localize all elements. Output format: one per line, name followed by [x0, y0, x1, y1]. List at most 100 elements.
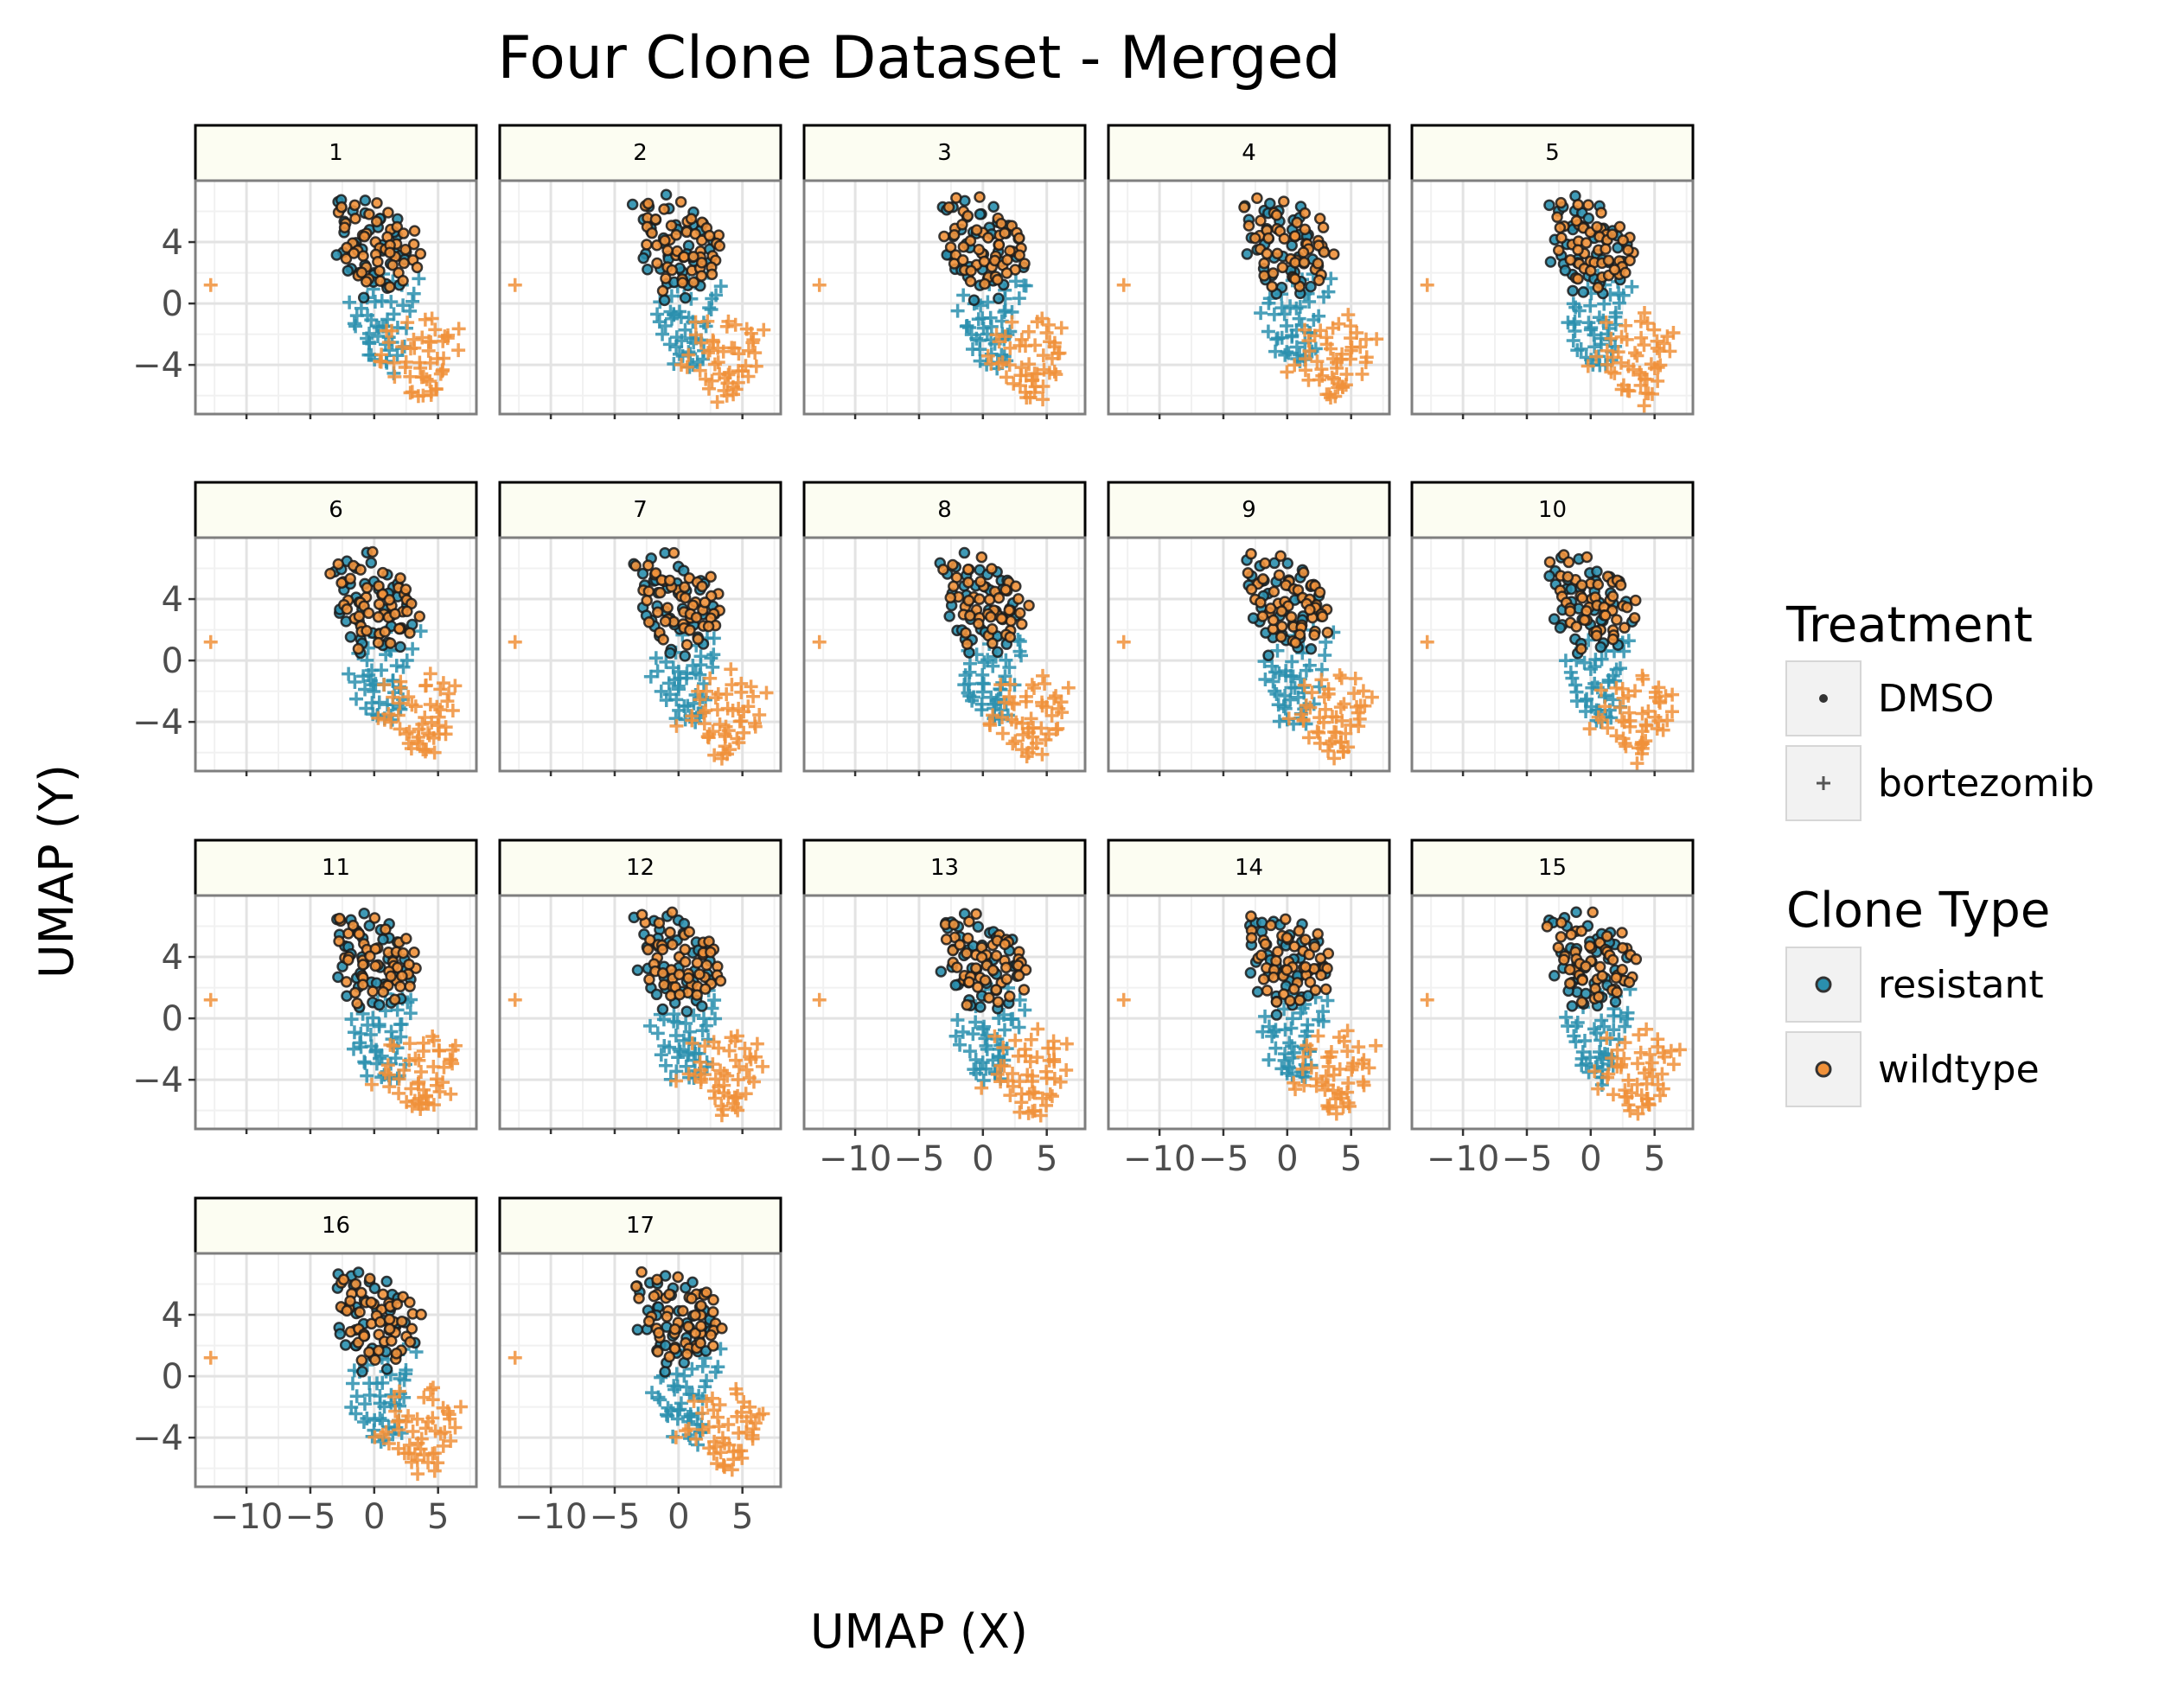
point-bortezomib-resistant	[672, 1042, 686, 1056]
point-bortezomib-resistant	[980, 295, 995, 309]
point-dmso-wildtype	[380, 923, 392, 935]
point-dmso-wildtype	[653, 1327, 665, 1339]
point-dmso-wildtype	[324, 567, 336, 580]
point-dmso-wildtype	[396, 1316, 408, 1328]
y-tick-label: 0	[162, 1357, 183, 1397]
point-dmso-wildtype	[362, 607, 375, 620]
x-tick-label: −10	[210, 1497, 283, 1537]
point-dmso-wildtype	[1327, 248, 1340, 260]
point-bortezomib-resistant	[1002, 660, 1017, 675]
point-bortezomib-wildtype	[404, 742, 418, 756]
point-dmso-wildtype	[354, 1306, 366, 1318]
point-bortezomib-resistant	[962, 1044, 977, 1059]
point-bortezomib-wildtype	[757, 322, 771, 337]
point-dmso-resistant	[368, 1282, 381, 1295]
point-bortezomib-wildtype	[748, 719, 763, 734]
point-dmso-wildtype	[673, 968, 686, 981]
point-dmso-wildtype	[388, 993, 401, 1006]
point-bortezomib-wildtype	[410, 734, 425, 749]
point-dmso-resistant	[1567, 284, 1579, 297]
point-dmso-wildtype	[1238, 201, 1250, 214]
point-bortezomib-wildtype	[1638, 305, 1651, 320]
point-bortezomib-wildtype	[1369, 1038, 1383, 1053]
point-dmso-wildtype	[684, 624, 696, 636]
point-dmso-resistant	[631, 964, 644, 977]
facet-strip	[802, 124, 1087, 182]
point-dmso-wildtype	[700, 1286, 712, 1298]
point-dmso-resistant	[373, 998, 386, 1011]
point-bortezomib-resistant	[662, 1040, 677, 1055]
panel-border	[1410, 894, 1695, 1131]
point-bortezomib-wildtype	[445, 704, 460, 717]
point-dmso-wildtype	[1308, 628, 1320, 641]
point-dmso-wildtype	[1551, 211, 1563, 223]
point-dmso-wildtype	[1541, 921, 1554, 933]
point-bortezomib-wildtype	[438, 727, 453, 742]
legend-title-treatment: Treatment	[1785, 597, 2033, 653]
point-dmso-wildtype	[974, 191, 986, 203]
point-dmso-wildtype	[1552, 941, 1565, 953]
point-bortezomib-resistant	[953, 1037, 967, 1052]
point-bortezomib-resistant	[375, 1413, 390, 1428]
point-dmso-wildtype	[677, 1304, 689, 1317]
point-bortezomib-wildtype	[433, 367, 448, 381]
point-dmso-wildtype	[1280, 932, 1293, 944]
point-bortezomib-wildtype	[1643, 1048, 1657, 1062]
point-bortezomib-wildtype	[508, 1350, 522, 1365]
point-dmso-resistant	[1612, 241, 1624, 254]
point-bortezomib-wildtype	[1005, 696, 1019, 711]
point-dmso-wildtype	[1606, 633, 1619, 646]
point-bortezomib-wildtype	[1310, 724, 1325, 739]
point-dmso-wildtype	[964, 275, 977, 288]
point-dmso-wildtype	[1289, 272, 1301, 285]
point-dmso-wildtype	[979, 277, 991, 290]
point-bortezomib-wildtype	[1003, 341, 1018, 355]
facet-strip-label: 5	[1545, 140, 1560, 166]
point-dmso-wildtype	[686, 1292, 698, 1304]
point-dmso-wildtype	[961, 210, 974, 222]
point-bortezomib-resistant	[693, 1425, 707, 1439]
point-bortezomib-wildtype	[404, 1081, 418, 1096]
point-bortezomib-wildtype	[1420, 634, 1434, 649]
point-bortezomib-wildtype	[388, 1404, 403, 1418]
point-bortezomib-resistant	[1289, 301, 1304, 316]
point-dmso-wildtype	[390, 1348, 403, 1360]
x-tick-label: −5	[1501, 1139, 1552, 1179]
point-dmso-wildtype	[1564, 605, 1576, 617]
point-dmso-wildtype	[682, 1321, 694, 1333]
point-bortezomib-wildtype	[416, 1036, 431, 1050]
point-dmso-wildtype	[1314, 953, 1327, 965]
facet-strip-label: 8	[937, 497, 952, 523]
point-bortezomib-resistant	[1285, 654, 1300, 669]
point-bortezomib-resistant	[360, 653, 374, 667]
point-bortezomib-wildtype	[1599, 316, 1613, 330]
facet-panel-6: 6 −4 0 4	[132, 481, 478, 776]
point-bortezomib-wildtype	[1651, 694, 1666, 708]
point-bortezomib-resistant	[948, 1029, 963, 1043]
point-dmso-wildtype	[661, 244, 674, 257]
point-bortezomib-wildtype	[669, 718, 684, 733]
point-bortezomib-wildtype	[1621, 1073, 1636, 1087]
facet-strip-label: 13	[930, 855, 959, 881]
point-bortezomib-wildtype	[1039, 1098, 1054, 1112]
point-bortezomib-resistant	[373, 1051, 387, 1066]
point-bortezomib-resistant	[1587, 660, 1602, 674]
point-bortezomib-wildtype	[708, 691, 723, 705]
point-dmso-wildtype	[1561, 571, 1574, 583]
point-bortezomib-wildtype	[1331, 1086, 1345, 1100]
point-dmso-resistant	[949, 979, 962, 991]
point-bortezomib-wildtype	[1293, 707, 1308, 722]
point-bortezomib-wildtype	[451, 322, 466, 336]
point-bortezomib-wildtype	[1356, 1074, 1370, 1089]
point-bortezomib-resistant	[356, 1415, 371, 1430]
point-bortezomib-resistant	[669, 1367, 684, 1381]
point-dmso-wildtype	[341, 1304, 353, 1317]
point-dmso-wildtype	[656, 967, 669, 979]
point-bortezomib-wildtype	[1336, 744, 1351, 759]
point-bortezomib-wildtype	[737, 725, 751, 740]
point-dmso-wildtype	[374, 265, 386, 277]
legend-entry-bortezomib: bortezomib	[1785, 745, 2094, 821]
point-dmso-wildtype	[1585, 265, 1597, 277]
facet-panel-15: 15 −10 −5 0 5	[1410, 838, 1695, 1179]
point-bortezomib-wildtype	[1351, 1040, 1366, 1055]
